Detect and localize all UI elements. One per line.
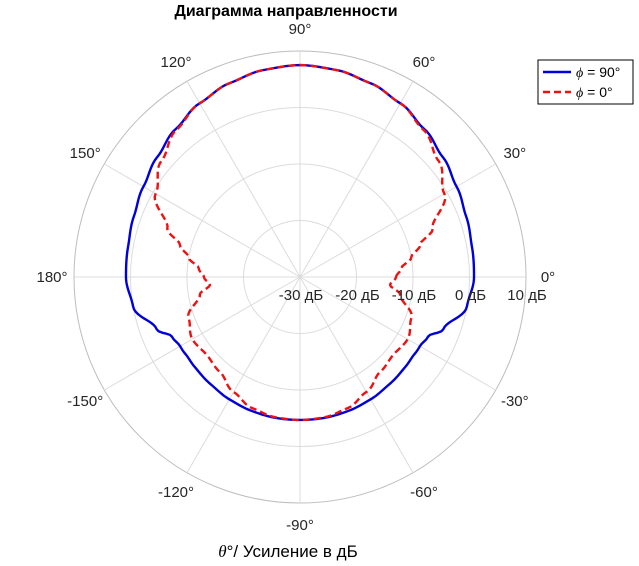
angle-tick-label: 0° [541,269,555,286]
grid-spoke [299,163,496,278]
legend-phi-symbol-2: ϕ [576,86,583,101]
grid-spoke [299,81,414,278]
angle-tick-label: -60° [410,484,438,501]
grid-spoke [104,276,301,391]
angle-tick-label: -120° [158,484,194,501]
radial-tick-label: 10 дБ [507,287,547,304]
radial-tick-label: -20 дБ [335,287,380,304]
legend-entry-phi-0: ϕ = 0° [576,84,613,101]
chart-title: Диаграмма направленности [174,3,397,20]
grid-spoke [186,81,301,278]
x-axis-label-symbol: θ [218,542,226,561]
angle-tick-label: 60° [413,54,436,71]
grid-spoke [299,276,414,473]
x-axis-label-text: °/ Усиление в дБ [227,542,358,561]
grid-spoke [104,163,301,278]
series-layer [124,63,476,422]
angle-tick-label: 30° [503,145,526,162]
angle-tick-label: 150° [70,145,101,162]
angle-tick-labels: 0° 30° 60° 90° 120° 150° 180° -150° -120° -90° -60… [36,21,555,534]
radial-tick-label: -30 дБ [279,287,324,304]
angle-tick-label: -30° [501,393,529,410]
angle-tick-label: 120° [160,54,191,71]
angle-tick-label: -90° [286,517,314,534]
grid-spoke [186,276,301,473]
angle-tick-label: 90° [289,21,312,38]
legend-label-2: = 0° [583,84,612,100]
polar-grid [73,50,527,504]
radial-tick-labels: -30 дБ -20 дБ -10 дБ 0 дБ 10 дБ [279,287,547,304]
grid-spoke [299,276,496,391]
legend-entry-phi-90: ϕ = 90° [576,64,620,81]
legend-label-1: = 90° [583,64,620,80]
legend-box [537,59,634,105]
radial-tick-label: -10 дБ [392,287,437,304]
x-axis-label: θ°/ Усиление в дБ [218,542,358,561]
angle-tick-label: -150° [67,393,103,410]
legend: ϕ = 90° ϕ = 0° [537,59,634,105]
radial-tick-label: 0 дБ [455,287,486,304]
angle-tick-label: 180° [36,269,67,286]
legend-phi-symbol-1: ϕ [576,66,583,81]
series-line-2 [153,63,447,422]
